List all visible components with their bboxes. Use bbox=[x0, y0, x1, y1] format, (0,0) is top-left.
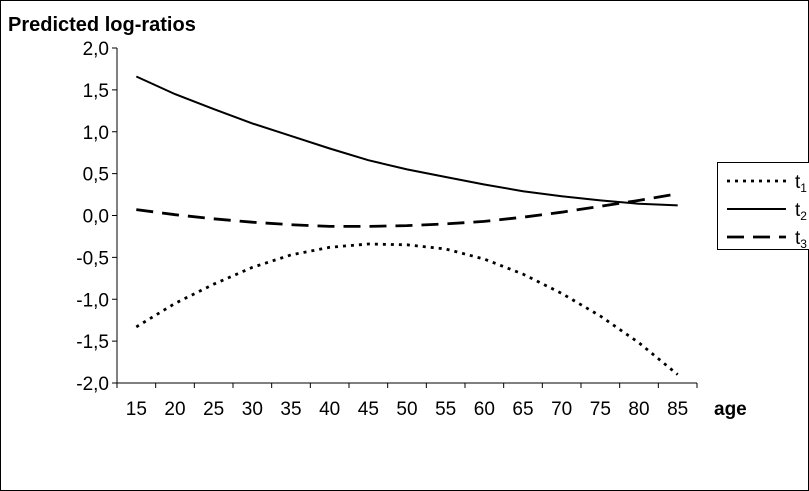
legend-label-t2: t2 bbox=[795, 200, 807, 223]
legend-label-t1: t1 bbox=[795, 172, 807, 195]
y-tick-label: -0,5 bbox=[76, 248, 109, 269]
x-tick-label: 70 bbox=[551, 399, 572, 420]
x-tick-label: 75 bbox=[590, 399, 611, 420]
y-tick-label: 1,5 bbox=[83, 81, 109, 102]
series-line-t1 bbox=[135, 242, 679, 376]
y-tick-label: -2,0 bbox=[76, 374, 109, 395]
x-tick-label: 55 bbox=[435, 399, 456, 420]
series-line-t2 bbox=[135, 75, 678, 207]
y-tick-label: 1,0 bbox=[83, 123, 109, 144]
x-tick-label: 50 bbox=[396, 399, 417, 420]
y-tick-label: -1,0 bbox=[76, 290, 109, 311]
y-tick-label: 0,0 bbox=[83, 207, 109, 228]
series-line-t3 bbox=[136, 192, 678, 228]
legend bbox=[717, 162, 809, 250]
x-tick-label: 20 bbox=[164, 399, 185, 420]
x-tick-label: 60 bbox=[474, 399, 495, 420]
x-axis-label: age bbox=[714, 399, 747, 420]
x-tick-label: 25 bbox=[203, 399, 224, 420]
x-tick-label: 40 bbox=[319, 399, 340, 420]
x-tick-label: 35 bbox=[280, 399, 301, 420]
x-tick-label: 85 bbox=[667, 399, 688, 420]
x-tick-label: 30 bbox=[242, 399, 263, 420]
y-tick-label: -1,5 bbox=[76, 332, 109, 353]
legend-label-t3: t3 bbox=[795, 228, 807, 251]
y-tick-label: 2,0 bbox=[83, 39, 109, 60]
x-tick-label: 65 bbox=[512, 399, 533, 420]
y-tick-label: 0,5 bbox=[83, 165, 109, 186]
x-tick-label: 15 bbox=[126, 399, 147, 420]
x-tick-label: 80 bbox=[628, 399, 649, 420]
chart-title: Predicted log-ratios bbox=[8, 14, 196, 36]
x-tick-label: 45 bbox=[358, 399, 379, 420]
